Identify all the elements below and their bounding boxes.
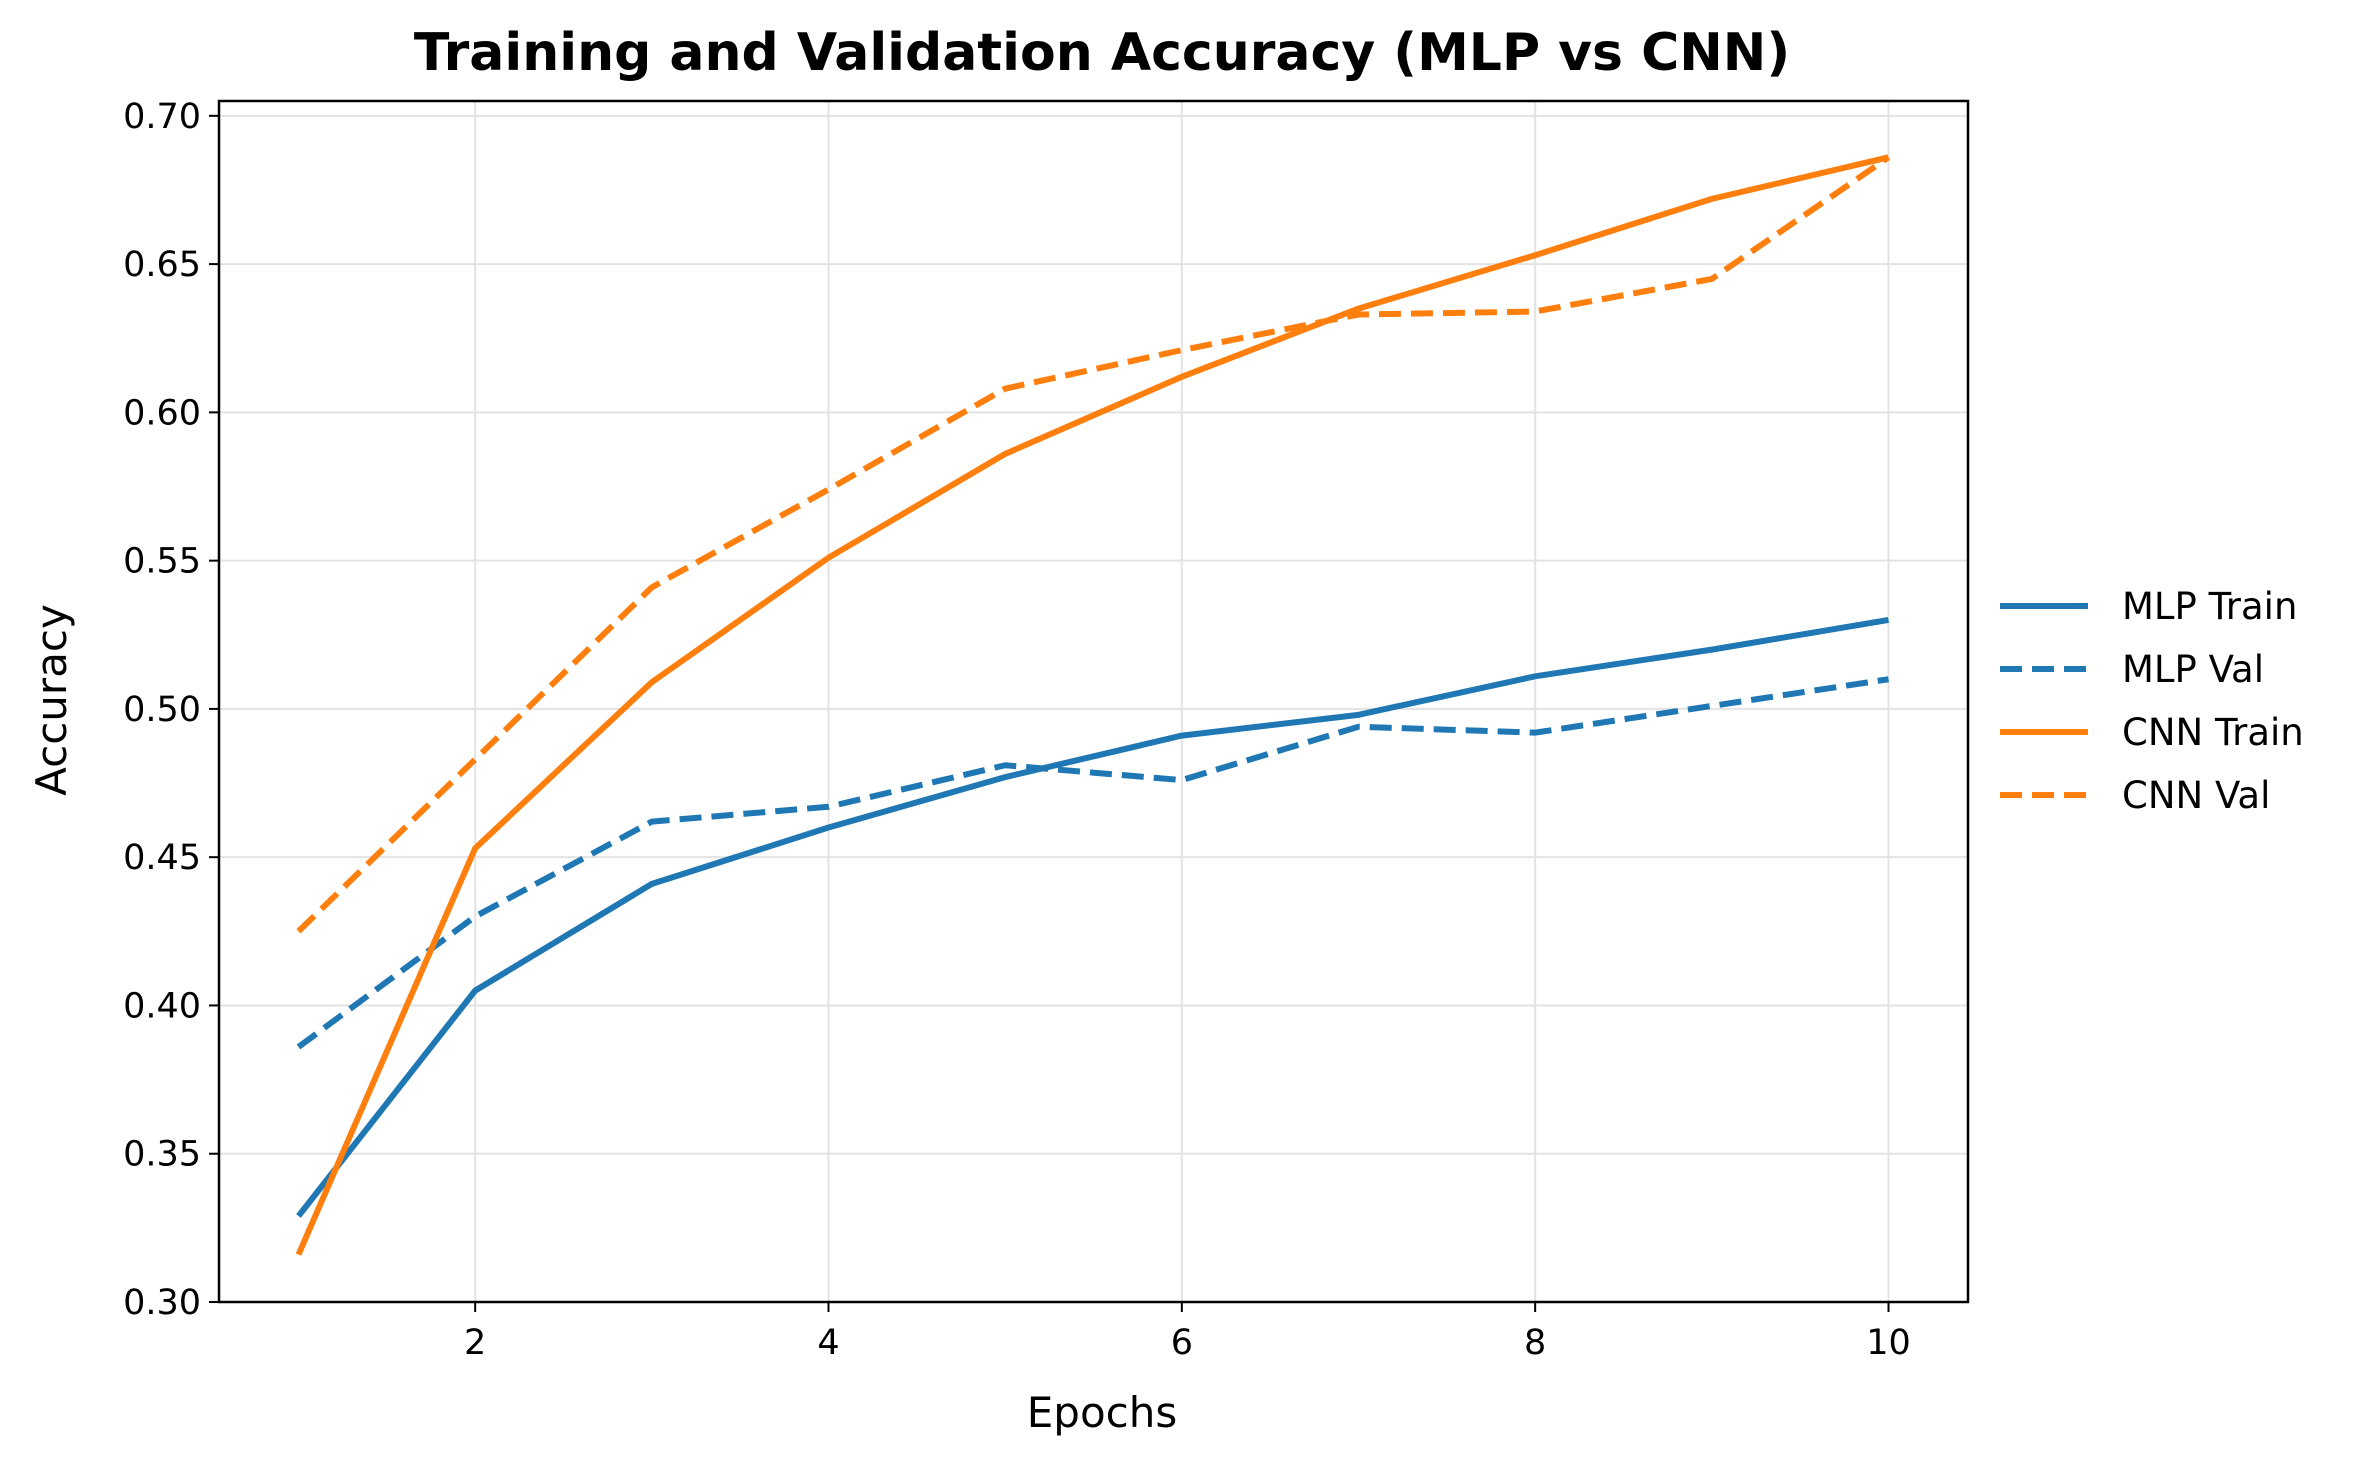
y-tick-label: 0.30 [123, 1283, 201, 1323]
y-tick-label: 0.35 [123, 1135, 201, 1175]
x-tick-label: 6 [1171, 1323, 1193, 1363]
x-tick-label: 10 [1866, 1323, 1911, 1363]
y-axis-label: Accuracy [27, 604, 76, 796]
legend-label: MLP Train [2122, 585, 2297, 628]
series-lines [295, 154, 1891, 1256]
series-line-mlp-val [296, 676, 1889, 1050]
legend: MLP Train MLP Val CNN Train CNN Val [2000, 585, 2304, 817]
series-line-cnn-train [295, 154, 1890, 1256]
legend-label: CNN Train [2122, 711, 2304, 754]
chart-title: Training and Validation Accuracy (MLP vs… [414, 23, 1790, 83]
y-tick-label: 0.45 [123, 838, 201, 878]
y-tick-label: 0.50 [123, 690, 201, 730]
x-tick-label: 2 [464, 1323, 486, 1363]
legend-label: MLP Val [2122, 648, 2264, 691]
x-tick-label: 8 [1524, 1323, 1546, 1363]
y-tick-label: 0.55 [123, 542, 201, 582]
y-tick-label: 0.40 [123, 986, 201, 1026]
y-tick-label: 0.60 [123, 393, 201, 433]
axis-ticks: 2 4 6 8 10 0.30 0.35 0.40 0.45 0.50 0.55 0.60 0.65 0.… [123, 97, 1911, 1363]
series-line-mlp-train [296, 616, 1889, 1218]
y-tick-label: 0.70 [123, 97, 201, 137]
plot-frame [217, 99, 1970, 1304]
y-tick-label: 0.65 [123, 245, 201, 285]
x-axis-label: Epochs [1027, 1388, 1178, 1437]
series-line-cnn-val [296, 154, 1891, 934]
x-tick-label: 4 [817, 1323, 839, 1363]
legend-label: CNN Val [2122, 774, 2270, 817]
